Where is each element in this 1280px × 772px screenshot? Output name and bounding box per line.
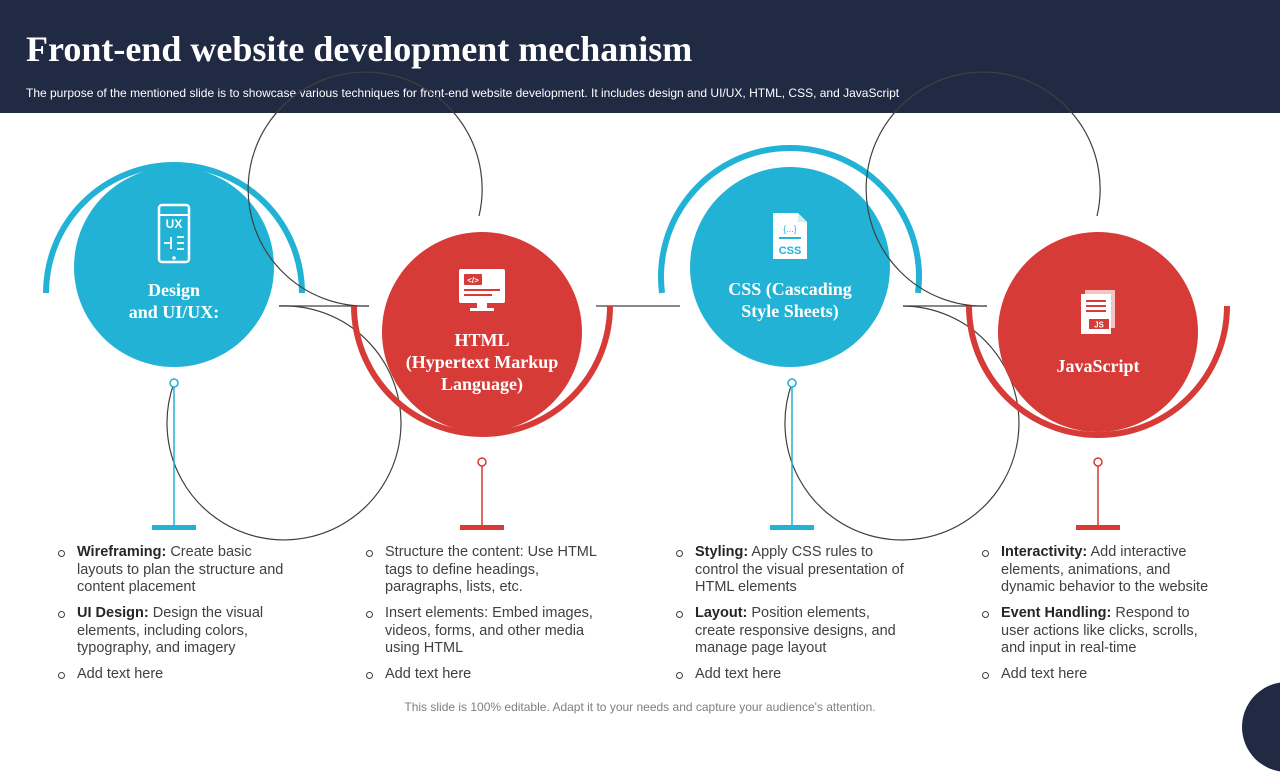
list-item: Wireframing: Create basic layouts to pla…	[56, 544, 291, 597]
ux-mobile-icon: UX	[157, 203, 191, 264]
list-item: Layout: Position elements, create respon…	[674, 605, 909, 658]
step-1-node	[169, 378, 179, 388]
list-item: Add text here	[674, 666, 909, 684]
step-3-title: CSS (Cascading Style Sheets)	[695, 278, 885, 322]
step-2-base-bar	[460, 525, 504, 530]
step-4-inner-arc	[865, 71, 1101, 307]
step-3-base-bar	[770, 525, 814, 530]
step-2-circle	[382, 232, 582, 432]
svg-text:JS: JS	[1094, 321, 1104, 330]
step-1-bullet-list: Wireframing: Create basic layouts to pla…	[56, 544, 291, 692]
footer-note: This slide is 100% editable. Adapt it to…	[404, 700, 876, 714]
javascript-file-icon: JS	[1081, 290, 1115, 334]
step-1-title-line-1: Design	[147, 280, 200, 300]
step-2-outer-arc	[351, 305, 613, 437]
step-2-title-line-3: Language)	[440, 374, 523, 394]
step-2-node	[477, 457, 487, 467]
step-1-circle	[74, 167, 274, 367]
step-3-title-line-1: CSS (Cascading	[728, 279, 852, 299]
step-2-title-line-1: HTML	[454, 330, 510, 350]
list-item: UI Design: Design the visual elements, i…	[56, 605, 291, 658]
svg-text:CSS: CSS	[779, 245, 802, 257]
step-1-base-bar	[152, 525, 196, 530]
step-4-outer-arc	[966, 305, 1230, 438]
list-item: Add text here	[980, 666, 1215, 684]
list-item: Styling: Apply CSS rules to control the …	[674, 544, 909, 597]
html-code-monitor-icon: </>	[459, 269, 505, 311]
header-bar	[0, 0, 1280, 113]
step-1-title: Design and UI/UX:	[79, 279, 269, 323]
step-3-outer-arc	[658, 145, 922, 294]
step-2-title: HTML (Hypertext Markup Language)	[387, 329, 577, 395]
step-3-circle	[690, 167, 890, 367]
svg-text:</>: </>	[467, 276, 479, 285]
step-4-node	[1093, 457, 1103, 467]
step-3-bullet-list: Styling: Apply CSS rules to control the …	[674, 544, 909, 692]
list-item: Add text here	[364, 666, 599, 684]
step-1-outer-arc	[43, 162, 305, 294]
step-2-inner-arc	[247, 71, 483, 307]
step-4-title-line-1: JavaScript	[1056, 356, 1140, 376]
page-title: Front-end website development mechanism	[26, 29, 693, 69]
step-3-node	[787, 378, 797, 388]
list-item: Structure the content: Use HTML tags to …	[364, 544, 599, 597]
list-item: Add text here	[56, 666, 291, 684]
process-diagram	[43, 71, 1230, 541]
svg-text:{...}: {...}	[783, 224, 797, 234]
step-3-title-line-2: Style Sheets)	[741, 301, 839, 321]
step-3-inner-arc	[784, 305, 1020, 541]
step-4-title: JavaScript	[1003, 355, 1193, 377]
step-2-bullet-list: Structure the content: Use HTML tags to …	[364, 544, 599, 692]
step-1-title-line-2: and UI/UX:	[128, 302, 220, 322]
step-4-base-bar	[1076, 525, 1120, 530]
step-1-inner-arc	[166, 305, 402, 541]
list-item: Interactivity: Add interactive elements,…	[980, 544, 1215, 597]
step-2-title-line-2: (Hypertext Markup	[405, 352, 559, 372]
page-subtitle: The purpose of the mentioned slide is to…	[26, 86, 900, 100]
svg-text:UX: UX	[166, 217, 183, 231]
list-item: Event Handling: Respond to user actions …	[980, 605, 1215, 658]
step-4-bullet-list: Interactivity: Add interactive elements,…	[980, 544, 1215, 692]
css-file-icon: {...} CSS	[773, 213, 807, 259]
list-item: Insert elements: Embed images, videos, f…	[364, 605, 599, 658]
